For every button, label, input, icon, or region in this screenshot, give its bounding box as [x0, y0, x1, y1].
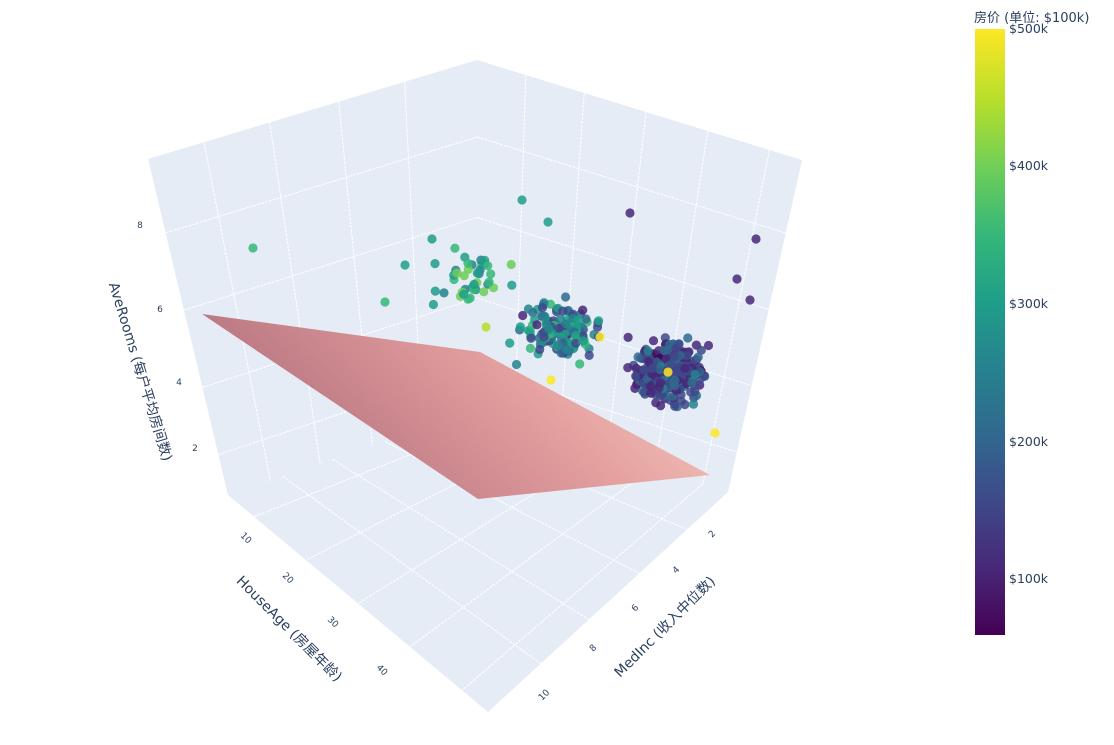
z-tick-4: 4	[176, 378, 182, 388]
x-axis-title: MedInc (收入中位数)	[612, 574, 719, 681]
z-tick-8: 8	[137, 221, 143, 231]
back-right-wall	[477, 60, 802, 492]
x-tick-4: 4	[671, 565, 682, 576]
x-tick-2: 2	[707, 529, 718, 540]
colorbar-tick-300k: $300k	[1009, 296, 1049, 311]
y-tick-20: 20	[280, 571, 295, 586]
z-tick-6: 6	[157, 305, 163, 315]
z-tick-2: 2	[192, 444, 198, 454]
3d-scene[interactable]: 8 6 4 2 10 20 30 40 2 4 6 8 10 AveRooms …	[0, 0, 960, 745]
colorbar-tick-200k: $200k	[1009, 434, 1049, 449]
x-tick-8: 8	[588, 643, 599, 654]
colorbar-tick-500k: $500k	[1009, 21, 1049, 36]
regression-plane	[202, 314, 710, 499]
x-tick-6: 6	[630, 603, 641, 614]
y-axis-title: HouseAge (房屋年龄)	[233, 573, 345, 685]
colorbar-tick-400k: $400k	[1009, 158, 1049, 173]
colorbar-title: 房价 (单位: $100k)	[974, 11, 1090, 26]
y-tick-30: 30	[325, 615, 340, 630]
z-axis-title: AveRooms (每户平均房间数)	[105, 280, 176, 463]
scatter-points[interactable]	[248, 195, 761, 438]
colorbar-tick-100k: $100k	[1009, 571, 1049, 586]
z-axis-ticks: 8 6 4 2	[137, 221, 198, 454]
colorbar-gradient	[975, 29, 1005, 635]
x-tick-10: 10	[537, 688, 552, 703]
y-tick-40: 40	[374, 663, 389, 678]
colorbar: 房价 (单位: $100k) $500k $400k $300k $200k $…	[960, 0, 1114, 745]
y-tick-10: 10	[238, 531, 253, 546]
